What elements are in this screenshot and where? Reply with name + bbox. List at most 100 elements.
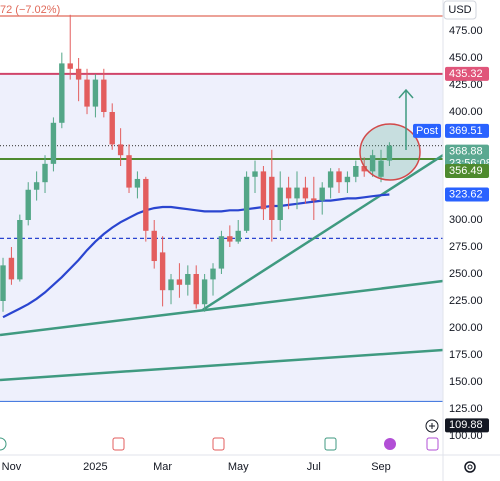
candle-body bbox=[8, 257, 15, 280]
trend-line bbox=[0, 279, 444, 337]
y-tick-label: 300.00 bbox=[449, 214, 483, 226]
y-tick-label: 100.00 bbox=[449, 430, 483, 442]
candle-body bbox=[344, 176, 351, 183]
candle-body bbox=[243, 176, 250, 231]
candle-body bbox=[151, 230, 157, 262]
candle-body bbox=[134, 178, 141, 188]
price-label: 356.49 bbox=[449, 165, 483, 177]
settings-icon bbox=[467, 464, 473, 470]
candle-body bbox=[109, 111, 115, 145]
price-label: 368.88 bbox=[449, 146, 483, 158]
candle-body bbox=[252, 171, 258, 177]
price-label-box bbox=[445, 418, 489, 433]
candle-body bbox=[176, 279, 183, 285]
candle-body bbox=[361, 165, 367, 172]
candle-body bbox=[117, 144, 124, 156]
price-label: 323.62 bbox=[449, 188, 483, 200]
y-tick-label: 225.00 bbox=[449, 295, 483, 307]
price-label-box bbox=[445, 123, 489, 138]
x-tick-label: Jul bbox=[307, 461, 321, 473]
trend-line bbox=[0, 348, 444, 382]
candle-body bbox=[311, 198, 317, 201]
event-icons bbox=[0, 437, 439, 451]
target-arrow bbox=[398, 88, 414, 150]
trend-line bbox=[202, 154, 444, 311]
x-tick-label: May bbox=[228, 461, 249, 473]
earnings-icon[interactable] bbox=[426, 437, 439, 451]
y-tick-label: 250.00 bbox=[449, 268, 483, 280]
candle-body bbox=[294, 187, 300, 199]
candle-body bbox=[25, 189, 31, 220]
earnings-icon[interactable] bbox=[112, 437, 125, 451]
candle-body bbox=[277, 187, 283, 220]
earnings-icon[interactable] bbox=[324, 437, 337, 451]
candle-body bbox=[353, 165, 359, 177]
price-label: 109.88 bbox=[449, 419, 483, 431]
candle-body bbox=[327, 171, 334, 188]
y-tick-label: 400.00 bbox=[449, 106, 483, 118]
candle-body bbox=[336, 171, 342, 183]
tag-label: Post bbox=[416, 125, 438, 137]
candle-body bbox=[50, 122, 57, 164]
candle-body bbox=[201, 279, 208, 305]
highlight-circle bbox=[359, 123, 421, 181]
candle-body bbox=[84, 79, 90, 107]
candle-body bbox=[285, 187, 292, 199]
y-tick-label: 125.00 bbox=[449, 403, 483, 415]
candle-body bbox=[193, 273, 199, 305]
candle-body bbox=[42, 163, 48, 183]
candle-body bbox=[227, 236, 233, 242]
add-icon bbox=[429, 423, 435, 429]
candle-body bbox=[67, 63, 73, 69]
y-tick-label: 275.00 bbox=[449, 241, 483, 253]
candle-body bbox=[185, 273, 191, 285]
candle-body bbox=[168, 279, 174, 291]
candle-body bbox=[59, 63, 65, 123]
candle-body bbox=[159, 252, 166, 291]
candle-body bbox=[210, 268, 216, 280]
candle-body bbox=[386, 145, 393, 161]
y-tick-label: 175.00 bbox=[449, 349, 483, 361]
currency-box[interactable] bbox=[443, 0, 477, 20]
candle-body bbox=[378, 160, 384, 177]
candle-body bbox=[17, 219, 23, 280]
price-label: 369.51 bbox=[449, 125, 483, 137]
candle-body bbox=[369, 155, 376, 172]
header-text: 72 (−7.02%) bbox=[0, 4, 60, 16]
y-tick-label: 425.00 bbox=[449, 79, 483, 91]
candle-body bbox=[33, 182, 40, 190]
candle-body bbox=[0, 265, 6, 301]
candle-body bbox=[75, 68, 82, 80]
candle-body bbox=[92, 79, 99, 107]
tag-box bbox=[413, 123, 441, 138]
y-tick-label: 200.00 bbox=[449, 322, 483, 334]
y-tick-label: 450.00 bbox=[449, 52, 483, 64]
candle-body bbox=[302, 187, 309, 199]
candle-body bbox=[235, 230, 241, 242]
price-label-box bbox=[445, 66, 489, 81]
x-tick-label: 2025 bbox=[83, 461, 107, 473]
settings-button[interactable] bbox=[464, 461, 476, 473]
candle-body bbox=[319, 187, 325, 201]
candle-body bbox=[260, 171, 267, 210]
moving-average bbox=[2, 193, 390, 319]
candle-body bbox=[126, 155, 132, 188]
earnings-icon[interactable] bbox=[212, 437, 225, 451]
candle-body bbox=[101, 79, 107, 112]
currency[interactable]: USD bbox=[448, 4, 471, 16]
event-icon[interactable] bbox=[384, 438, 396, 450]
x-tick-label: Nov bbox=[2, 461, 22, 473]
price-label: 435.32 bbox=[449, 68, 483, 80]
candle-body bbox=[269, 176, 275, 220]
price-label-box bbox=[445, 163, 489, 178]
candle-body bbox=[218, 236, 225, 269]
x-tick-label: Mar bbox=[153, 461, 172, 473]
y-tick-label: 150.00 bbox=[449, 376, 483, 388]
price-label-box bbox=[445, 187, 489, 202]
plot-area bbox=[0, 14, 444, 403]
earnings-icon[interactable] bbox=[0, 437, 7, 451]
y-tick-label: 475.00 bbox=[449, 25, 483, 37]
candle-body bbox=[143, 178, 149, 231]
x-tick-label: Sep bbox=[371, 461, 391, 473]
